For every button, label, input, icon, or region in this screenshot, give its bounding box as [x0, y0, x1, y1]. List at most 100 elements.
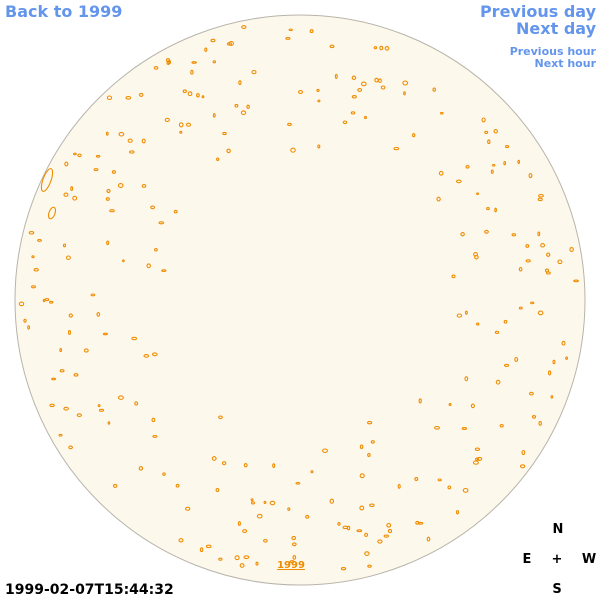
- contour: [351, 75, 357, 81]
- contour: [561, 340, 566, 346]
- contour: [350, 111, 356, 115]
- contour: [178, 538, 184, 543]
- contour: [383, 534, 390, 538]
- contour: [317, 99, 321, 103]
- contour: [380, 85, 386, 90]
- contour: [204, 47, 208, 52]
- contour: [448, 403, 452, 406]
- contour: [47, 206, 57, 220]
- previous-hour-link[interactable]: Previous hour: [509, 45, 596, 58]
- previous-day-link[interactable]: Previous day: [479, 2, 596, 21]
- contour: [403, 91, 406, 96]
- contour: [511, 233, 517, 237]
- contour: [491, 163, 496, 167]
- contour: [237, 521, 241, 526]
- contour: [503, 363, 510, 367]
- contour: [269, 500, 276, 506]
- contour: [418, 398, 422, 404]
- contour: [152, 434, 158, 438]
- contour: [256, 513, 263, 519]
- contour: [557, 259, 563, 265]
- contour: [138, 466, 144, 471]
- contour: [334, 73, 338, 79]
- contour: [134, 401, 139, 406]
- contour: [470, 403, 475, 409]
- contour: [117, 183, 124, 188]
- contour: [317, 144, 321, 149]
- contour: [83, 348, 89, 353]
- back-link[interactable]: Back to 1999: [5, 2, 123, 21]
- contour: [30, 285, 37, 289]
- contour: [503, 161, 507, 166]
- next-hour-link[interactable]: Next hour: [534, 57, 597, 70]
- contour: [465, 164, 470, 169]
- contour: [70, 186, 74, 192]
- contour: [226, 148, 231, 154]
- contour: [359, 444, 364, 450]
- contour: [552, 359, 556, 365]
- contour: [143, 354, 150, 358]
- contour: [504, 145, 510, 149]
- contour: [329, 44, 335, 49]
- contour: [185, 122, 192, 127]
- contour: [490, 169, 494, 174]
- contour: [393, 146, 400, 151]
- contour: [305, 514, 310, 519]
- contour: [102, 332, 108, 336]
- contour: [537, 197, 543, 202]
- contour: [179, 130, 183, 134]
- contour: [537, 310, 544, 316]
- contour: [238, 80, 242, 85]
- contour: [63, 192, 69, 197]
- contour: [210, 38, 216, 43]
- contour: [461, 427, 468, 430]
- contour: [109, 209, 115, 213]
- contour: [342, 120, 348, 125]
- contour-layer: [18, 25, 579, 571]
- contour: [127, 138, 133, 143]
- contour: [178, 122, 184, 128]
- contour: [122, 259, 125, 263]
- contour: [73, 152, 77, 156]
- contour: [106, 95, 113, 100]
- contour: [287, 507, 291, 511]
- contour: [222, 131, 227, 136]
- contour: [359, 505, 365, 511]
- contour: [288, 28, 293, 32]
- contour: [151, 352, 158, 357]
- disk-year-link[interactable]: 1999: [277, 560, 305, 571]
- contour: [476, 192, 480, 196]
- contour: [218, 415, 223, 420]
- contour: [528, 173, 533, 179]
- next-day-link[interactable]: Next day: [516, 19, 596, 38]
- contour: [63, 406, 69, 411]
- contour: [146, 263, 151, 269]
- contour: [243, 463, 248, 468]
- contour: [18, 301, 25, 307]
- contour: [31, 255, 35, 259]
- contour: [531, 415, 537, 419]
- contour: [201, 95, 205, 99]
- contour: [64, 161, 69, 167]
- contour: [540, 243, 546, 248]
- contour: [514, 356, 519, 362]
- contour: [234, 103, 239, 108]
- contour: [462, 487, 469, 493]
- contour: [255, 561, 259, 566]
- contour: [187, 91, 193, 97]
- contour: [517, 159, 521, 165]
- compass-east: E: [522, 552, 532, 567]
- contour: [251, 69, 257, 75]
- contour: [158, 221, 165, 225]
- compass-west: W: [581, 552, 597, 567]
- contour: [62, 243, 67, 248]
- contour: [357, 88, 363, 92]
- contour: [167, 60, 172, 65]
- contour: [211, 456, 217, 461]
- contour: [402, 80, 409, 86]
- contour: [340, 567, 347, 571]
- contour: [367, 564, 372, 568]
- contour: [95, 154, 101, 158]
- compass-center: +: [551, 552, 563, 567]
- contour: [476, 456, 483, 461]
